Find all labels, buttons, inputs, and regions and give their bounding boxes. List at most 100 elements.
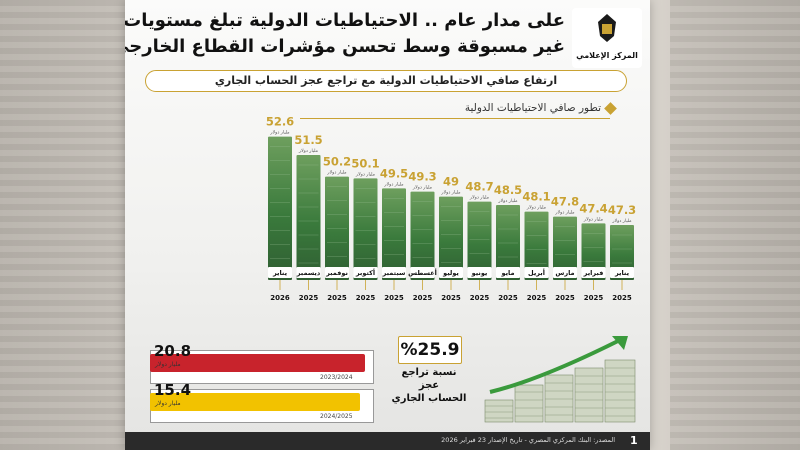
subtitle-banner: ارتفاع صافي الاحتياطيات الدولية مع تراجع…	[145, 70, 627, 92]
year-label-0: 2025	[612, 294, 632, 302]
bar-3	[524, 211, 549, 280]
year-label-3: 2025	[527, 294, 547, 302]
bar-texture-0	[612, 234, 632, 264]
month-label-6: يوليو	[442, 269, 459, 277]
background-right	[670, 0, 800, 450]
bar-12	[268, 136, 292, 280]
unit-label-3: مليار دولار	[526, 206, 547, 211]
decline-label-line-2: الحساب الجاري	[391, 393, 467, 404]
unit-label-8: مليار دولار	[383, 182, 404, 187]
value-label-9: 50.1	[351, 156, 379, 170]
year-label-2: 2025	[555, 294, 575, 302]
year-label-8: 2025	[384, 294, 404, 302]
unit-label-2: مليار دولار	[554, 211, 575, 216]
month-box-9	[353, 267, 378, 278]
bar-texture-11	[298, 164, 319, 264]
month-label-8: سبتمبر	[382, 269, 406, 277]
deficit-period-2024: 2024/2025	[320, 413, 353, 420]
deficit-bar-2023	[150, 354, 365, 372]
bar-7	[410, 191, 435, 280]
footer-bar: المصدر: البنك المركزي المصري - تاريخ الإ…	[125, 432, 650, 450]
chart-title: تطور صافي الاحتياطيات الدولية	[315, 101, 617, 115]
deficit-bar-2024	[150, 393, 360, 411]
deficit-comparison: 20.8 مليار دولار 2023/2024 15.4 مليار دو…	[150, 330, 380, 423]
money-stacks-illustration	[484, 336, 636, 423]
deficit-value-2023: 20.8	[154, 342, 192, 360]
value-label-1: 47.4	[579, 201, 607, 215]
source-note: المصدر: البنك المركزي المصري - تاريخ الإ…	[441, 436, 615, 444]
infographic-card: على مدار عام .. الاحتياطيات الدولية تبلغ…	[125, 0, 650, 450]
unit-label-9: مليار دولار	[355, 172, 376, 177]
percent-symbol: %	[400, 340, 418, 360]
bar-11	[296, 155, 321, 280]
month-label-9: أكتوبر	[355, 268, 375, 277]
month-box-3	[524, 267, 549, 278]
decline-value: 25.9	[417, 340, 460, 360]
deficit-period-2023: 2023/2024	[320, 374, 353, 381]
value-label-6: 49	[443, 175, 459, 189]
month-label-11: ديسمبر	[296, 269, 321, 277]
decline-label: نسبة تراجع عجز الحساب الجاري	[390, 366, 468, 405]
value-label-7: 49.3	[408, 170, 436, 184]
value-label-2: 47.8	[551, 195, 579, 209]
month-box-4	[496, 267, 520, 278]
bar-9	[353, 178, 378, 280]
month-box-6	[439, 267, 463, 278]
chart-title-text: تطور صافي الاحتياطيات الدولية	[464, 102, 601, 114]
value-label-3: 48.1	[522, 190, 550, 204]
month-box-12	[268, 267, 292, 278]
value-label-10: 50.2	[323, 155, 351, 169]
unit-label-6: مليار دولار	[440, 191, 461, 196]
value-label-4: 48.5	[494, 183, 522, 197]
unit-label-11: مليار دولار	[298, 149, 319, 154]
deficit-unit-2023: مليار دولار	[155, 361, 181, 368]
bar-8	[382, 188, 406, 280]
year-label-7: 2025	[413, 294, 433, 302]
bar-1	[581, 223, 606, 280]
unit-label-4: مليار دولار	[497, 199, 518, 204]
year-label-9: 2025	[356, 294, 376, 302]
value-label-0: 47.3	[608, 203, 636, 217]
year-label-4: 2025	[498, 294, 518, 302]
month-box-8	[382, 267, 406, 278]
bar-4	[496, 205, 520, 280]
growth-arrow-icon	[489, 338, 621, 394]
month-label-3: أبريل	[528, 268, 545, 277]
month-box-10	[325, 267, 349, 278]
month-label-1: فبراير	[583, 269, 604, 277]
unit-label-12: مليار دولار	[269, 131, 290, 136]
year-label-12: 2026	[270, 294, 290, 302]
decline-percentage: %25.9	[399, 337, 461, 363]
background-left	[0, 0, 130, 450]
page-number: 1	[630, 434, 638, 447]
bar-texture-6	[441, 206, 461, 263]
year-label-5: 2025	[470, 294, 490, 302]
money-stack-icon	[484, 359, 636, 423]
month-label-5: يونيو	[471, 269, 488, 277]
value-label-5: 48.7	[465, 180, 493, 194]
media-center-logo: المركز الإعلامي	[572, 8, 642, 68]
month-label-0: يناير	[614, 269, 629, 277]
decline-percentage-box: %25.9	[398, 336, 462, 364]
month-box-2	[553, 267, 577, 278]
bar-6	[439, 196, 463, 280]
unit-label-0: مليار دولار	[611, 219, 632, 224]
unit-label-1: مليار دولار	[583, 217, 604, 222]
month-box-5	[467, 267, 492, 278]
value-label-8: 49.5	[380, 166, 408, 180]
chart-title-underline	[300, 118, 610, 119]
decline-label-line-1: نسبة تراجع عجز	[401, 367, 457, 391]
unit-label-5: مليار دولار	[469, 196, 490, 201]
bar-0	[610, 225, 634, 280]
month-box-11	[296, 267, 321, 278]
bar-texture-3	[526, 221, 547, 264]
month-box-1	[581, 267, 606, 278]
year-label-11: 2025	[299, 294, 319, 302]
title-line-1: على مدار عام .. الاحتياطيات الدولية تبلغ…	[125, 10, 565, 31]
unit-label-7: مليار دولار	[412, 186, 433, 191]
year-label-10: 2025	[327, 294, 347, 302]
unit-label-10: مليار دولار	[326, 171, 347, 176]
year-label-6: 2025	[441, 294, 461, 302]
bar-10	[325, 176, 349, 280]
month-label-4: مايو	[501, 269, 515, 277]
